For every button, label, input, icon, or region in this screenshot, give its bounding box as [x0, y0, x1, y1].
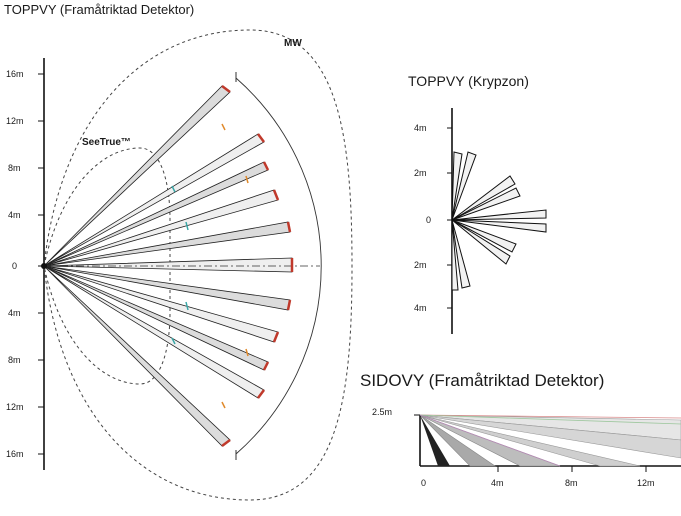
range-arc	[235, 77, 322, 455]
zone-markers	[171, 85, 294, 447]
mw-coverage-boundary	[43, 29, 353, 501]
height-label: 2.5m	[372, 407, 392, 417]
left-tick-label: 8m	[8, 163, 21, 173]
crawl-zone	[451, 219, 547, 233]
left-tick-label: 8m	[8, 355, 21, 365]
crawl-tick-label: 4m	[414, 303, 427, 313]
crawl-zone	[451, 209, 547, 221]
crawl-tick-label: 2m	[414, 168, 427, 178]
crawl-zone	[451, 187, 521, 221]
crawl-zone	[451, 219, 459, 291]
left-tick-label: 16m	[6, 69, 24, 79]
side-forward-panel: 2.5m 0 4m 8m 12m	[372, 407, 681, 488]
seetrue-label: SeeTrue™	[82, 137, 131, 148]
crawl-zones	[451, 151, 547, 291]
crawl-zone	[451, 219, 517, 253]
left-tick-label: 4m	[8, 308, 21, 318]
side-beam	[419, 414, 496, 467]
detection-zones	[43, 85, 293, 447]
left-tick-label: 12m	[6, 116, 24, 126]
side-beam	[419, 414, 681, 459]
title-top-crawl: TOPPVY (Krypzon)	[408, 73, 529, 89]
crawl-zone	[451, 219, 511, 265]
side-beam	[420, 415, 450, 466]
crawl-tick-label: 4m	[414, 123, 427, 133]
side-tick-label: 12m	[637, 478, 655, 488]
title-top-forward: TOPPVY (Framåtriktad Detektor)	[4, 2, 194, 17]
detector-origin	[41, 263, 47, 269]
crawl-zone	[451, 151, 463, 221]
left-tick-label: 4m	[8, 210, 21, 220]
top-forward-panel: 16m 12m 8m 4m 0 4m 8m 12m 16m MW SeeTrue…	[6, 29, 353, 501]
side-beams	[419, 414, 681, 467]
detection-zone	[43, 189, 279, 267]
side-beam	[419, 414, 641, 467]
seetrue-boundary	[43, 147, 171, 385]
left-tick-label: 16m	[6, 449, 24, 459]
side-tick-label: 4m	[491, 478, 504, 488]
left-tick-label: 0	[12, 261, 17, 271]
left-tick-label: 12m	[6, 402, 24, 412]
side-tick-label: 8m	[565, 478, 578, 488]
top-crawl-panel: 4m 2m 0 2m 4m	[414, 108, 547, 334]
title-side-forward: SIDOVY (Framåtriktad Detektor)	[360, 371, 604, 390]
side-tick-label: 0	[421, 478, 426, 488]
crawl-zone	[451, 219, 471, 289]
detection-zone	[43, 265, 279, 343]
crawl-zone	[451, 175, 516, 221]
crawl-zone	[451, 151, 477, 221]
crawl-tick-label: 0	[426, 215, 431, 225]
mw-label: MW	[284, 38, 302, 49]
crawl-tick-label: 2m	[414, 260, 427, 270]
